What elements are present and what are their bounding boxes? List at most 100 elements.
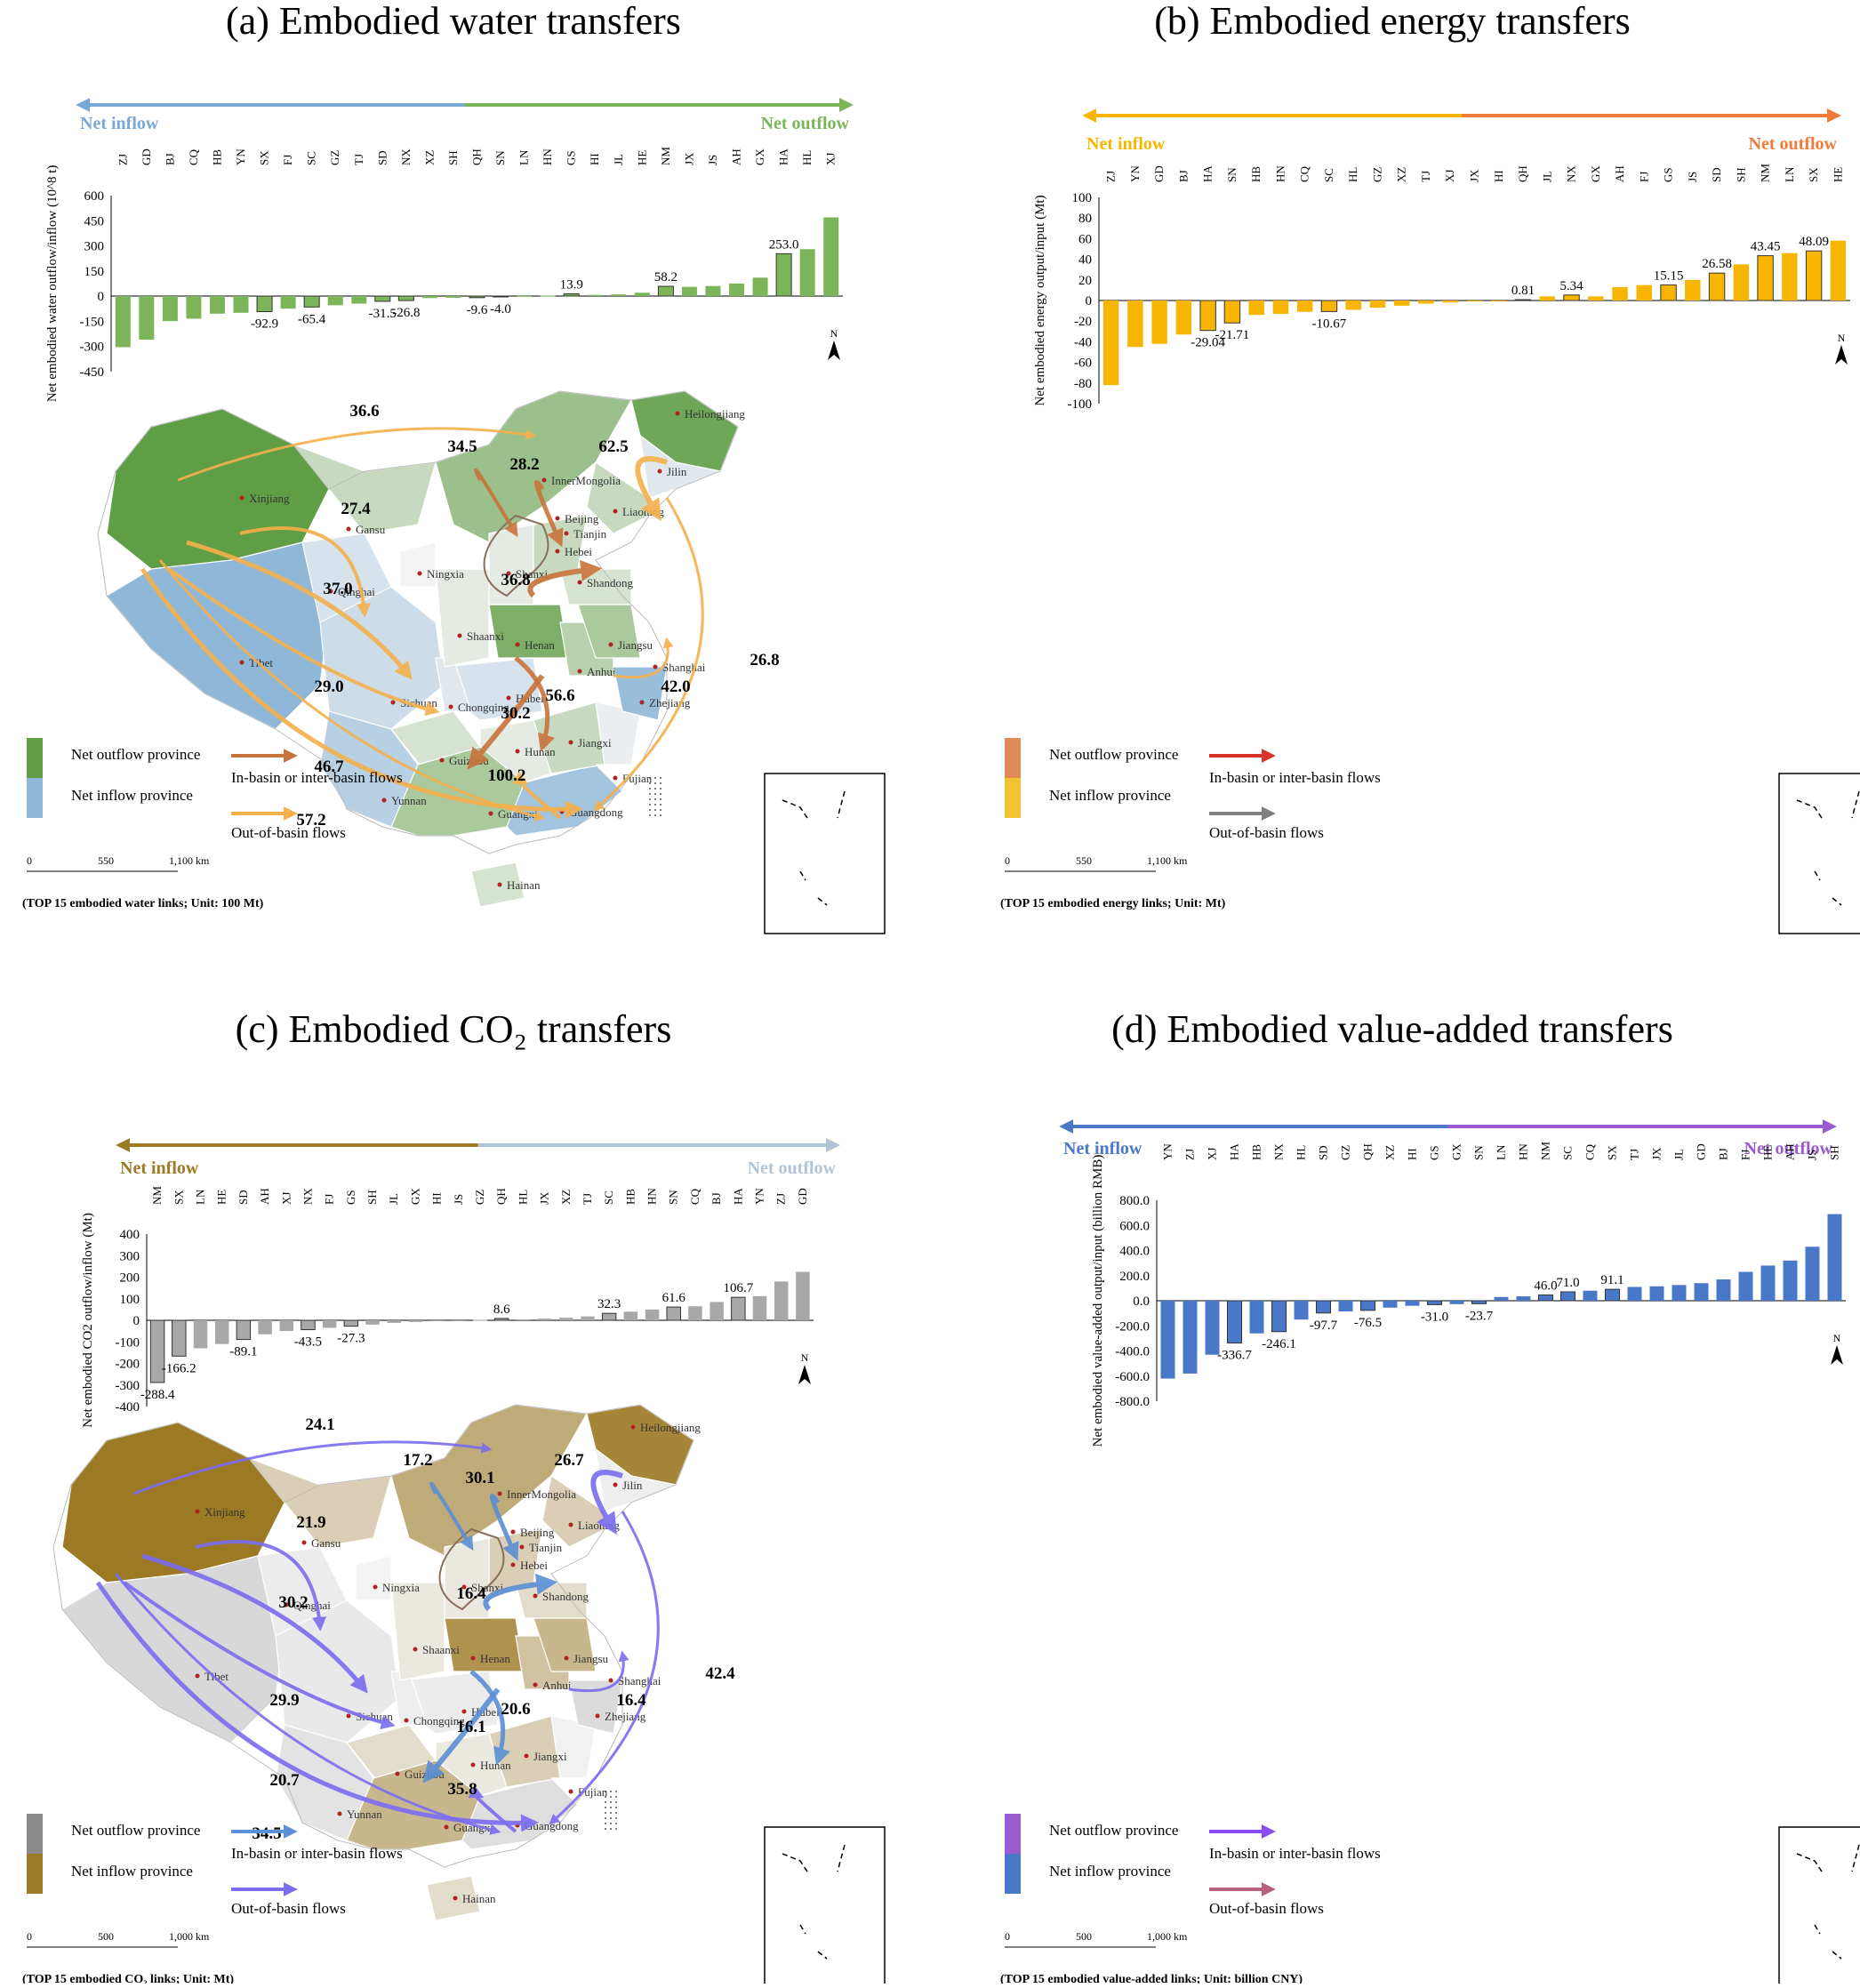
category-label: XJ [279,1192,293,1205]
bar-GD [139,296,155,340]
y-tick-label: -150 [80,315,105,329]
capital-dot [524,1753,529,1759]
province-label: Yunnan [347,1808,382,1821]
bar-QH [1514,299,1532,301]
bar-SX [172,1319,187,1357]
flow-value: 24.1 [305,1415,334,1434]
legend-note: (TOP 15 embodied value-added links; Unit… [1000,1973,1303,1984]
capital-dot [568,1522,573,1527]
bar-SN [666,1306,681,1321]
category-label: NX [399,148,413,165]
province-label: Henan [525,638,555,652]
province-label: Shanghai [662,661,706,674]
flow-arrow [123,1581,396,1730]
legend-outbasin: Out-of-basin flows [231,1900,346,1917]
province-label: Hainan [462,1892,496,1905]
bar-QH [469,295,485,299]
capital-dot [453,1896,458,1901]
category-label: ZJ [116,154,129,165]
bar-QH [493,1318,509,1321]
category-label: ZJ [774,1193,788,1205]
legend-inbasin: In-basin or inter-basin flows [231,769,403,786]
scale-zero: 0 [27,1930,32,1943]
bar-HB [1248,301,1264,316]
category-label: SD [237,1190,250,1205]
flow-value: 34.5 [447,437,477,456]
bar-GX [1588,296,1604,301]
bar-GS [1427,1300,1442,1305]
category-label: HB [1250,1144,1263,1160]
bar-XZ [559,1318,573,1320]
data-label: -26.8 [392,306,420,320]
data-label: 46.0 [1534,1279,1557,1294]
bar-HA [775,253,792,297]
south-china-sea-inset [1778,1826,1860,1988]
bar-NX [397,295,414,301]
data-label: -92.9 [251,317,278,331]
province-Ningxia [355,1555,392,1601]
capital-dot [653,664,658,669]
category-label: AH [1784,1143,1797,1160]
data-label: -21.71 [1215,328,1250,342]
category-label: JS [1686,172,1699,182]
bar-XZ [1383,1301,1398,1308]
province-label: Hebei [565,545,592,558]
category-label: XJ [1443,170,1456,182]
category-label: CQ [1583,1143,1597,1160]
bar-BJ [710,1302,724,1320]
bar-GD [1694,1283,1709,1301]
south-china-sea-inset [1778,773,1860,934]
capital-dot [439,758,445,763]
flow-value: 26.8 [750,651,779,669]
bar-GZ [1369,301,1386,309]
data-label: -10.67 [1312,317,1347,331]
capital-dot [417,571,422,576]
province-Ningxia [399,541,437,588]
panel-title: (d) Embodied value-added transfers [1111,1007,1673,1051]
scale-zero: 0 [1005,854,1010,867]
capital-dot [613,1482,618,1487]
capital-dot [506,571,511,576]
bar-BJ [162,296,178,322]
y-tick-label: -300 [80,341,105,355]
category-label: HB [210,149,223,165]
province-label: Chongqing [458,701,509,714]
category-label: SC [602,1190,615,1205]
china-outline [52,1404,694,1868]
category-label: GD [1152,165,1166,182]
province-label: Shanxi [471,1581,504,1594]
flow-value: 17.2 [403,1451,432,1470]
province-label: Jiangxi [533,1750,567,1763]
province-label: Shandong [542,1590,589,1603]
category-label: YN [1161,1143,1175,1160]
bar-GZ [1338,1301,1353,1312]
legend-outflow: Net outflow province [71,746,200,763]
bar-ZJ [774,1281,789,1320]
bar-HA [1199,300,1216,332]
flow-arrow [158,559,546,822]
province-label: Heilongjiang [640,1421,701,1434]
flow-value: 62.5 [598,437,628,456]
data-label: 91.1 [1600,1273,1623,1287]
bar-SD [1708,272,1726,301]
legend-outbasin: Out-of-basin flows [1209,824,1324,841]
data-label: 15.15 [1654,269,1684,283]
bar-SH [1827,1214,1842,1301]
flow-arrow [593,497,704,812]
y-tick-label: 450 [84,214,105,228]
category-label: ZJ [1104,171,1118,182]
province-Liaoning [541,1475,605,1548]
province-label: Yunnan [391,794,427,807]
y-tick-label: 0 [98,290,105,304]
category-label: SN [1225,167,1239,182]
y-tick-label: -800.0 [1115,1395,1150,1409]
data-label: -246.1 [1262,1337,1296,1351]
capital-dot [506,695,511,701]
y-tick-label: -450 [80,365,105,380]
category-label: HI [430,1192,444,1205]
category-label: XJ [824,153,838,165]
flow-value: 26.7 [554,1451,584,1470]
data-label: 106.7 [723,1281,753,1295]
bar-SX [256,295,273,312]
